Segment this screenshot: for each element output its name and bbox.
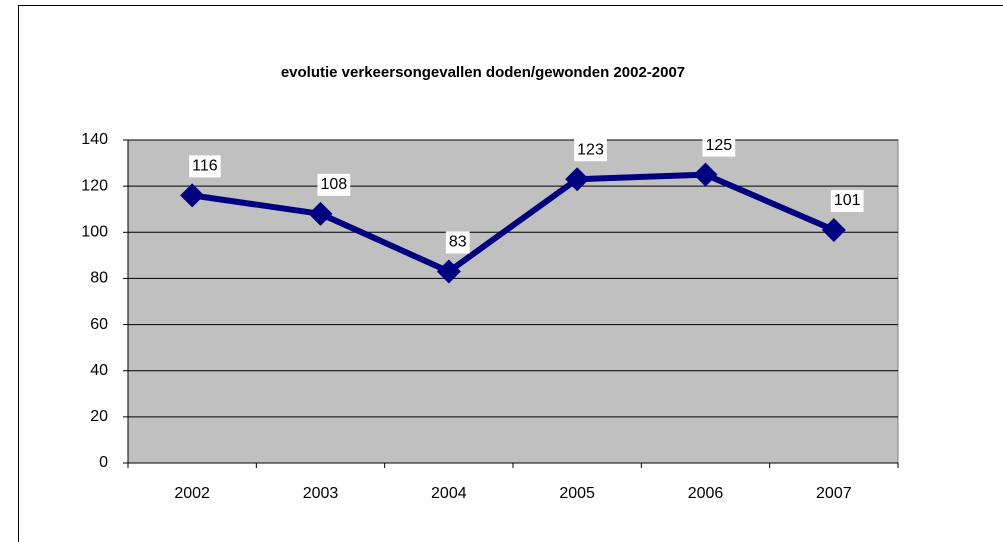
data-label: 83 (449, 234, 467, 251)
data-label: 101 (834, 192, 861, 209)
x-tick-label: 2006 (688, 485, 724, 502)
data-label-bg (445, 231, 470, 254)
x-tick-label: 2002 (174, 485, 210, 502)
marker (308, 201, 333, 226)
data-label: 116 (192, 158, 218, 175)
x-tick-label: 2005 (559, 485, 595, 502)
data-label-bg (830, 189, 864, 212)
y-tick-label: 60 (90, 316, 108, 333)
data-label-bg (574, 139, 607, 162)
marker (436, 259, 461, 284)
chart-title: evolutie verkeersongevallen doden/gewond… (281, 64, 685, 81)
data-label: 125 (706, 137, 733, 154)
y-tick-label: 140 (81, 131, 108, 148)
y-tick-label: 120 (81, 177, 108, 194)
marker (693, 162, 718, 187)
line (191, 171, 836, 275)
data-label-bg (702, 134, 736, 157)
x-tick-label: 2007 (816, 485, 852, 502)
y-tick-label: 20 (90, 408, 108, 425)
data-label-bg (317, 173, 351, 196)
data-label: 108 (321, 176, 348, 193)
x-tick-label: 2004 (431, 485, 467, 502)
marker (180, 183, 205, 208)
marker (821, 217, 846, 242)
y-tick-label: 80 (90, 270, 108, 287)
data-label: 123 (577, 141, 604, 158)
data-label-bg (189, 155, 221, 178)
x-tick-label: 2003 (303, 485, 339, 502)
plot-area (127, 139, 899, 464)
y-tick-label: 100 (81, 224, 108, 241)
y-tick-label: 40 (90, 362, 108, 379)
marker (565, 167, 590, 192)
y-tick-label: 0 (99, 454, 108, 471)
